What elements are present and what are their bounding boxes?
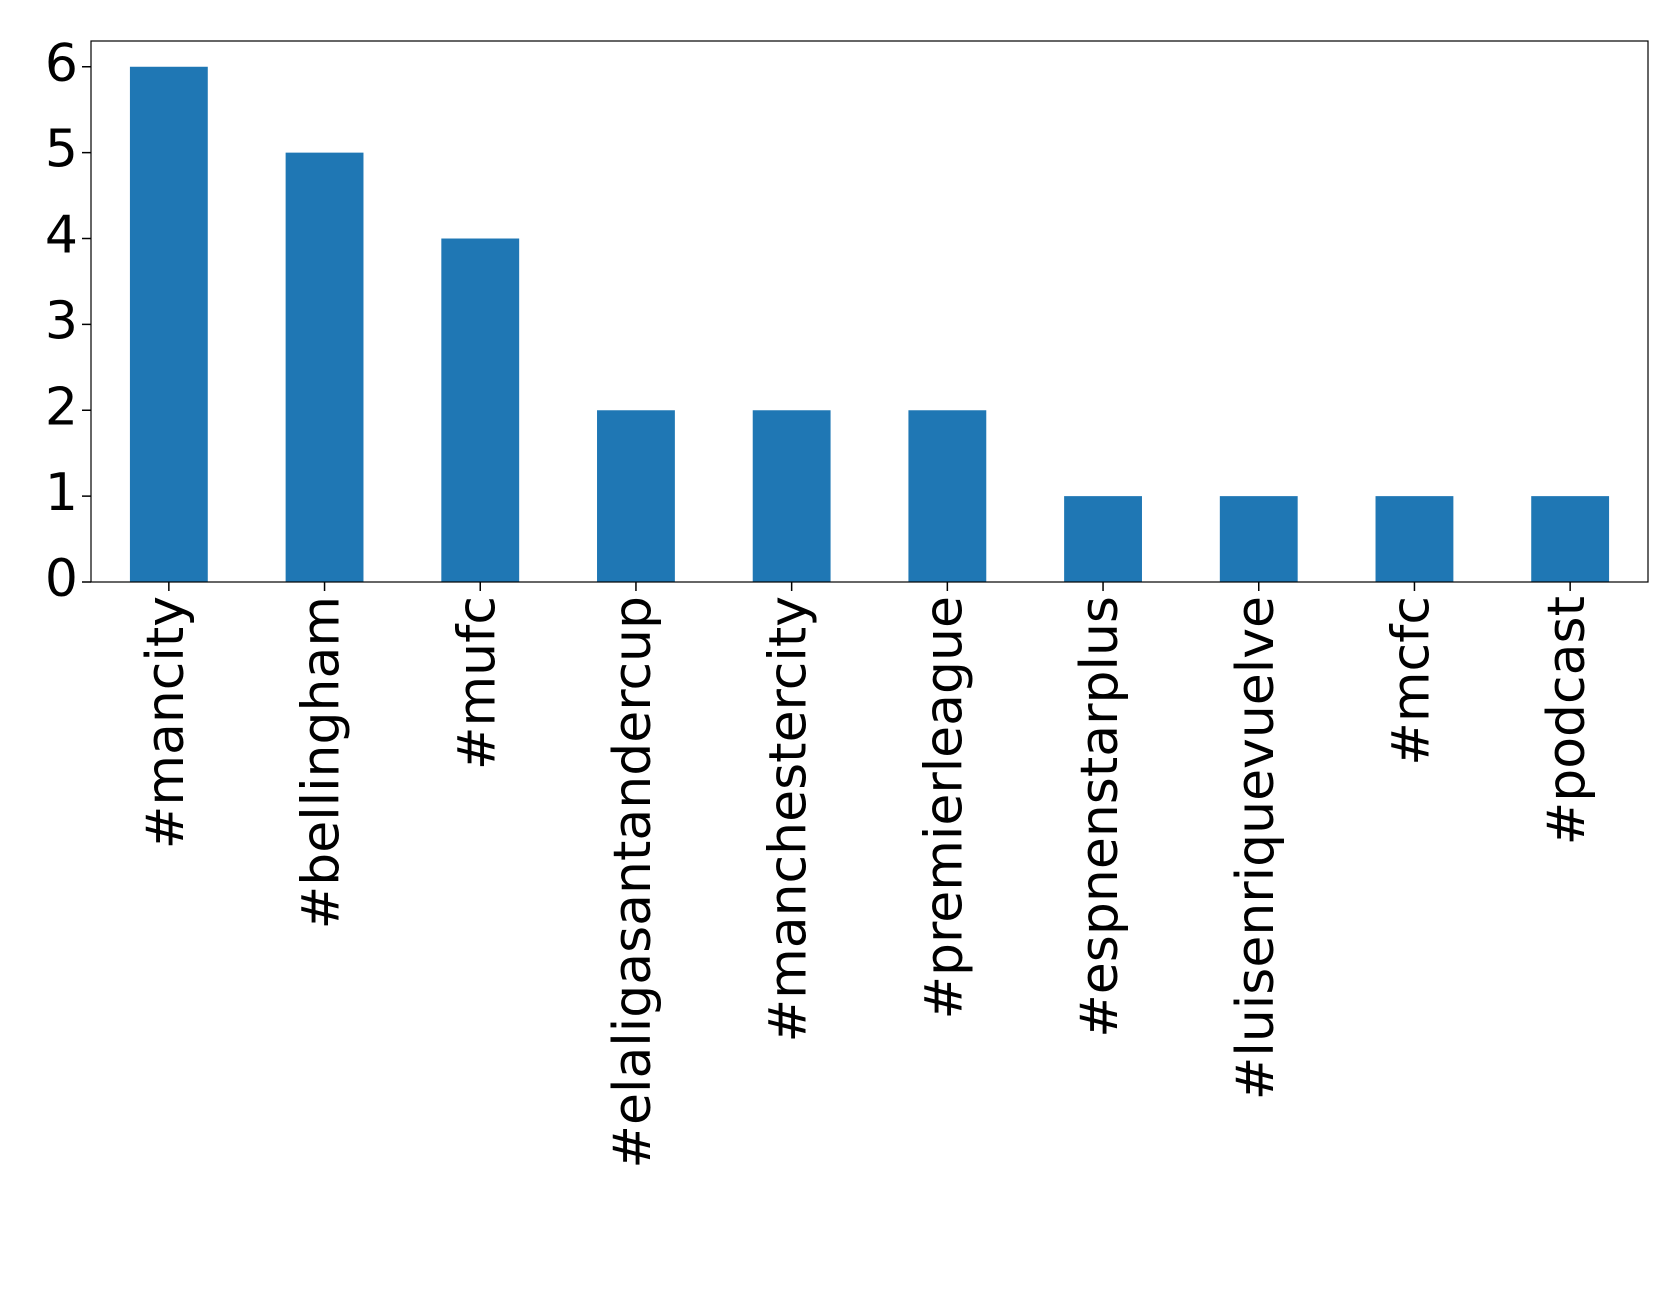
x-tick-label: #elaligasantandercup bbox=[603, 596, 663, 1169]
bar bbox=[1064, 496, 1142, 582]
y-tick-label: 1 bbox=[45, 463, 78, 523]
x-tick-label: #luisenriquevuelve bbox=[1226, 596, 1286, 1100]
x-tick-label: #mancity bbox=[136, 596, 196, 849]
x-tick-label: #manchestercity bbox=[759, 596, 819, 1043]
x-tick-label: #mufc bbox=[447, 596, 507, 770]
y-tick-label: 6 bbox=[45, 34, 78, 94]
y-tick-label: 5 bbox=[45, 120, 78, 180]
x-tick-label: #espnenstarplus bbox=[1070, 596, 1130, 1038]
bar bbox=[441, 238, 520, 582]
x-tick-label: #mcfc bbox=[1381, 596, 1441, 766]
bar bbox=[129, 66, 208, 582]
bar bbox=[597, 410, 675, 582]
bar bbox=[1531, 496, 1610, 582]
x-tick-label: #premierleague bbox=[914, 596, 974, 1020]
x-tick-label: #bellingham bbox=[292, 596, 352, 929]
y-tick-label: 4 bbox=[45, 206, 78, 266]
x-tick-label: #podcast bbox=[1537, 596, 1597, 845]
y-tick-label: 3 bbox=[45, 291, 78, 351]
bar bbox=[1219, 496, 1298, 582]
bar bbox=[752, 410, 831, 582]
bar bbox=[285, 152, 364, 582]
bar bbox=[908, 410, 987, 582]
bar bbox=[1375, 496, 1454, 582]
y-tick-label: 2 bbox=[45, 377, 78, 437]
y-tick-label: 0 bbox=[45, 549, 78, 609]
plot-frame bbox=[90, 40, 1649, 583]
